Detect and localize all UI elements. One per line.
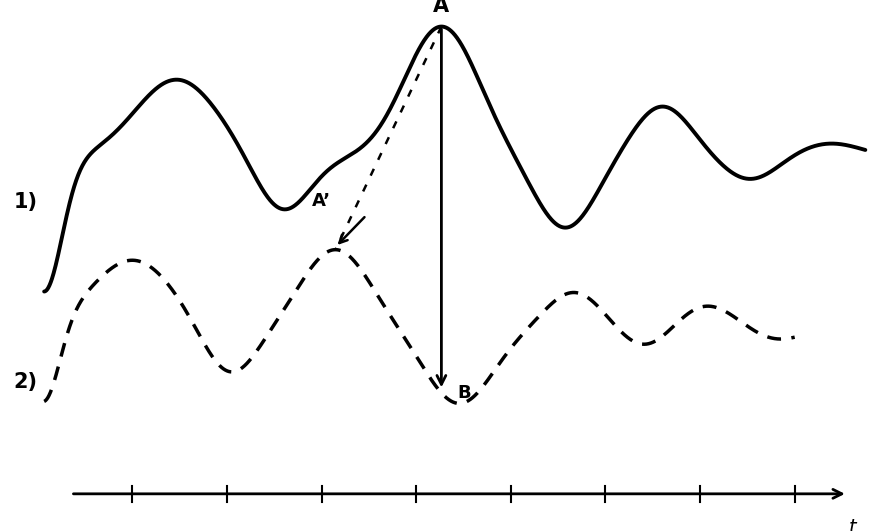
Text: 1): 1) [13,192,37,212]
Text: 2): 2) [13,372,37,392]
Text: B: B [457,384,471,402]
Text: t: t [849,518,856,531]
Text: A’: A’ [312,192,331,210]
Text: A: A [434,0,449,16]
